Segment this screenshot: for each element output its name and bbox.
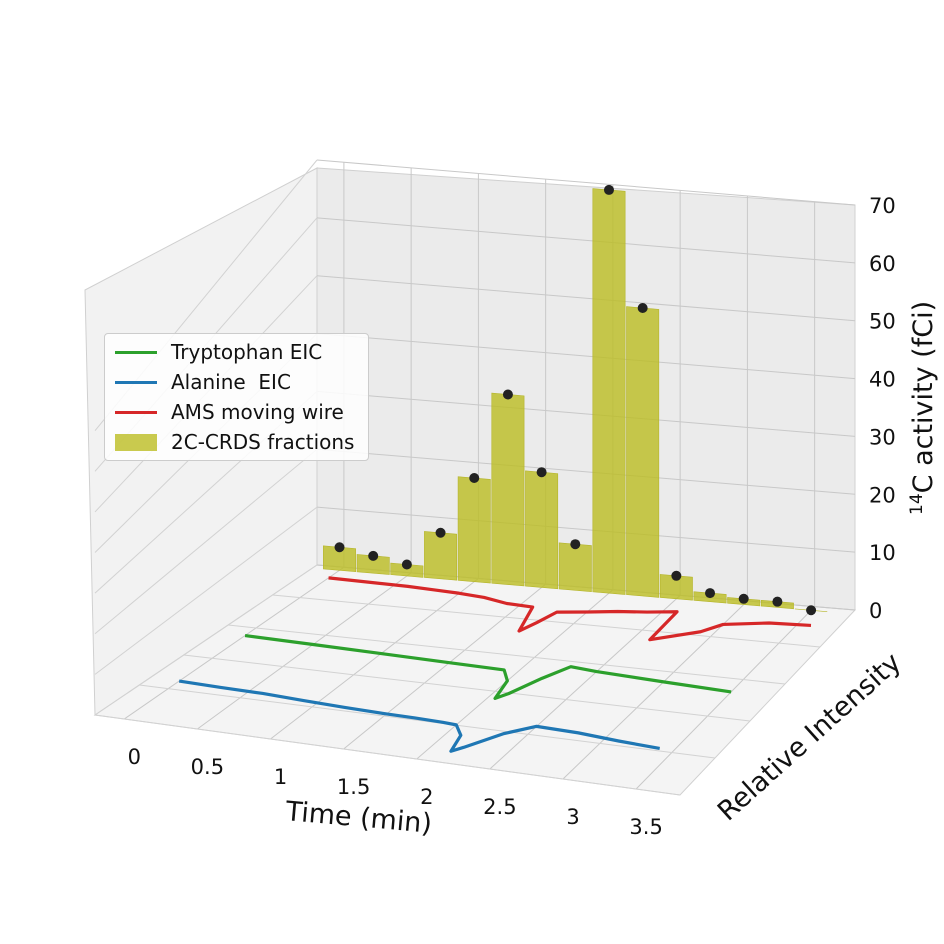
depth-gridline xyxy=(183,654,751,722)
bar xyxy=(457,476,491,584)
x-axis-title: Time (min) xyxy=(283,796,433,840)
bar xyxy=(356,554,390,575)
z-tick-labels: 0 10 20 30 40 50 60 70 xyxy=(869,194,896,623)
legend-swatch-ams xyxy=(115,410,157,414)
back-pane xyxy=(316,167,856,611)
z-tick-label: 50 xyxy=(869,310,896,334)
bar xyxy=(491,392,525,587)
marker-group xyxy=(334,184,817,616)
series-line xyxy=(328,576,812,642)
z-tick-label: 0 xyxy=(869,599,882,623)
bar xyxy=(323,545,356,572)
bar xyxy=(390,562,424,578)
x-tick-label: 1 xyxy=(274,765,287,789)
depth-gridline xyxy=(139,684,716,759)
z-gridline xyxy=(316,217,856,264)
bar xyxy=(424,531,458,581)
data-point-marker xyxy=(502,389,513,400)
x-tick-label: 3 xyxy=(566,805,579,829)
data-point-marker xyxy=(705,588,716,599)
legend-item-crds: 2C-CRDS fractions xyxy=(115,428,354,456)
z-tick-label: 20 xyxy=(869,483,896,507)
z-gridline-left xyxy=(94,448,318,635)
x-tick-label: 0 xyxy=(128,745,141,769)
z-gridline-left xyxy=(94,564,318,716)
legend-label-alanine: Alanine EIC xyxy=(171,370,291,394)
x-tick-label: 0.5 xyxy=(191,755,224,779)
data-point-marker xyxy=(772,596,783,607)
x-tick-label: 1.5 xyxy=(337,775,370,799)
z-tick-label: 40 xyxy=(869,368,896,392)
z-axis-title-superscript: 14 xyxy=(907,493,927,515)
data-point-marker xyxy=(738,593,749,604)
series-line xyxy=(178,679,660,753)
x-tick-label: 3.5 xyxy=(629,815,662,839)
data-point-marker xyxy=(603,184,614,195)
z-axis-title-main: C activity (fCi) xyxy=(908,301,939,493)
data-point-marker xyxy=(368,550,379,561)
line-group xyxy=(178,576,812,753)
z-gridline xyxy=(316,390,856,437)
depth-gridline xyxy=(272,594,821,648)
z-gridline xyxy=(316,333,856,380)
legend-label-ams: AMS moving wire xyxy=(171,400,344,424)
data-point-marker xyxy=(401,559,412,570)
z-tick-label: 60 xyxy=(869,252,896,276)
bar xyxy=(659,574,693,601)
x-tick-label: 2 xyxy=(420,785,433,809)
data-point-marker xyxy=(469,473,480,484)
z-gridline xyxy=(316,159,856,206)
legend-label-crds: 2C-CRDS fractions xyxy=(171,430,355,454)
bar xyxy=(592,188,626,595)
data-point-marker xyxy=(637,302,648,313)
legend-swatch-tryptophan xyxy=(115,350,157,354)
series-line xyxy=(244,633,732,701)
z-tick-label: 30 xyxy=(869,425,896,449)
x-tick-labels: 0 0.5 1 1.5 2 2.5 3 3.5 xyxy=(128,745,663,839)
bar xyxy=(626,306,660,598)
z-gridline xyxy=(316,275,856,322)
z-gridline-left xyxy=(94,506,318,675)
data-point-marker xyxy=(806,605,817,616)
legend-item-alanine: Alanine EIC xyxy=(115,368,291,396)
legend-swatch-alanine xyxy=(115,380,157,384)
data-point-marker xyxy=(570,539,581,550)
legend: Tryptophan EIC Alanine EIC AMS moving wi… xyxy=(104,333,369,461)
legend-label-tryptophan: Tryptophan EIC xyxy=(171,340,323,364)
z-axis-title: 14C activity (fCi) xyxy=(907,301,939,515)
z-gridline xyxy=(316,448,856,495)
data-point-marker xyxy=(671,570,682,581)
depth-gridline xyxy=(228,624,786,685)
z-tick-label: 70 xyxy=(869,194,896,218)
data-point-marker xyxy=(435,527,446,538)
depth-gridline xyxy=(94,714,681,796)
data-point-marker xyxy=(536,467,547,478)
z-tick-label: 10 xyxy=(869,541,896,565)
bar-group xyxy=(323,188,828,612)
legend-item-ams: AMS moving wire xyxy=(115,398,344,426)
legend-swatch-crds xyxy=(115,433,157,451)
bar xyxy=(558,542,592,592)
x-tick-label: 2.5 xyxy=(483,795,516,819)
bar xyxy=(794,608,828,612)
bar xyxy=(525,470,559,590)
data-point-marker xyxy=(334,542,345,553)
z-gridline xyxy=(316,506,856,553)
legend-item-tryptophan: Tryptophan EIC xyxy=(115,338,322,366)
